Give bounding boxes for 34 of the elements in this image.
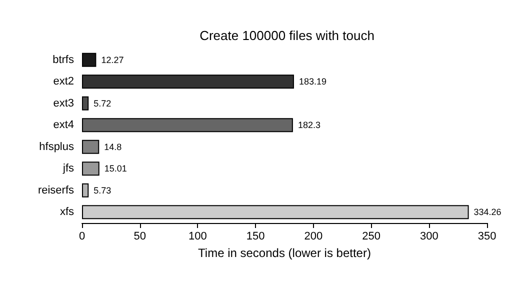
- x-axis-title: Time in seconds (lower is better): [198, 246, 371, 260]
- y-tick-label: jfs: [62, 162, 74, 175]
- data-label: 12.27: [101, 54, 124, 65]
- x-tick-label: 300: [420, 230, 438, 242]
- chart-title: Create 100000 files with touch: [200, 28, 374, 43]
- bar: [82, 205, 469, 220]
- bar: [82, 52, 96, 67]
- data-label: 5.72: [94, 98, 112, 108]
- data-label: 15.01: [104, 164, 127, 174]
- y-tick-label: ext3: [53, 97, 74, 110]
- bar: [82, 140, 100, 154]
- bar: [82, 183, 89, 198]
- bar: [82, 96, 89, 110]
- data-label: 183.19: [298, 76, 327, 87]
- y-tick-label: xfs: [60, 206, 74, 218]
- data-label: 182.3: [298, 120, 320, 130]
- y-tick-label: ext4: [53, 119, 74, 132]
- x-tick-label: 50: [134, 230, 146, 242]
- bar: [82, 74, 294, 89]
- x-tick-label: 100: [188, 230, 207, 242]
- y-tick-label: hfsplus: [39, 140, 74, 153]
- x-tick-label: 150: [246, 230, 265, 242]
- x-tick-label: 350: [478, 230, 496, 242]
- x-tick-label: 0: [78, 230, 86, 242]
- y-tick-label: reiserfs: [38, 184, 74, 196]
- y-tick-label: ext2: [53, 76, 74, 88]
- data-label: 5.73: [94, 185, 112, 196]
- y-tick-label: btrfs: [52, 54, 74, 66]
- bar: [82, 118, 293, 132]
- bar: [82, 162, 100, 176]
- data-label: 334.26: [474, 207, 502, 218]
- x-tick-label: 250: [362, 230, 380, 242]
- data-label: 14.8: [104, 142, 122, 152]
- x-tick-label: 200: [304, 230, 323, 242]
